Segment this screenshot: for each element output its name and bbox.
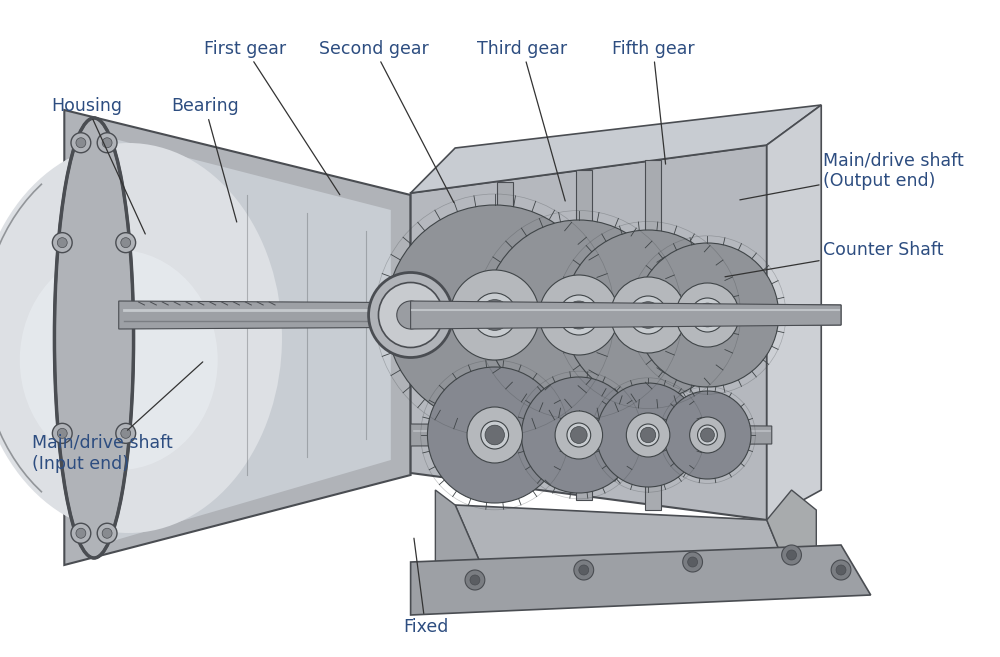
Ellipse shape [467, 407, 522, 463]
Polygon shape [435, 490, 480, 582]
Ellipse shape [54, 118, 134, 558]
Polygon shape [411, 545, 871, 615]
Ellipse shape [539, 275, 618, 355]
Circle shape [787, 550, 797, 560]
Circle shape [688, 557, 698, 567]
Polygon shape [411, 424, 772, 446]
Ellipse shape [559, 295, 599, 335]
Ellipse shape [479, 300, 510, 330]
Ellipse shape [386, 205, 604, 425]
Circle shape [470, 575, 480, 585]
Polygon shape [767, 490, 816, 580]
Polygon shape [645, 160, 661, 510]
Polygon shape [99, 135, 391, 545]
Ellipse shape [565, 301, 593, 329]
Ellipse shape [369, 273, 453, 357]
Polygon shape [576, 170, 592, 500]
Polygon shape [455, 505, 792, 580]
Circle shape [102, 138, 112, 148]
Ellipse shape [690, 417, 725, 453]
Text: First gear: First gear [204, 40, 340, 194]
Circle shape [52, 233, 72, 253]
Polygon shape [497, 182, 513, 490]
Text: Counter Shaft: Counter Shaft [725, 240, 944, 277]
Ellipse shape [450, 270, 539, 360]
Ellipse shape [629, 296, 667, 334]
Text: Fixed: Fixed [403, 538, 448, 635]
Text: Housing: Housing [51, 97, 145, 234]
Circle shape [116, 423, 136, 443]
Circle shape [121, 238, 131, 248]
Polygon shape [767, 105, 821, 520]
Ellipse shape [664, 391, 751, 479]
Ellipse shape [637, 424, 659, 446]
Circle shape [57, 428, 67, 438]
Ellipse shape [696, 303, 719, 327]
Ellipse shape [597, 383, 700, 487]
Polygon shape [411, 145, 767, 520]
Ellipse shape [564, 230, 732, 400]
Circle shape [836, 565, 846, 575]
Ellipse shape [555, 411, 603, 459]
Circle shape [465, 570, 485, 590]
Circle shape [831, 560, 851, 580]
Ellipse shape [571, 426, 587, 443]
Polygon shape [411, 105, 821, 193]
Polygon shape [64, 110, 411, 565]
Ellipse shape [378, 283, 443, 348]
Ellipse shape [473, 293, 516, 337]
Ellipse shape [0, 143, 282, 533]
Text: Main/drive shaft
(Output end): Main/drive shaft (Output end) [740, 151, 964, 200]
Circle shape [574, 560, 594, 580]
Ellipse shape [635, 302, 661, 328]
Ellipse shape [485, 425, 504, 445]
Ellipse shape [397, 301, 424, 329]
Polygon shape [119, 301, 841, 329]
Ellipse shape [485, 220, 673, 410]
Circle shape [102, 528, 112, 538]
Circle shape [52, 423, 72, 443]
Text: Second gear: Second gear [319, 40, 454, 202]
Ellipse shape [626, 413, 670, 457]
Circle shape [97, 133, 117, 152]
Ellipse shape [521, 377, 636, 493]
Ellipse shape [640, 427, 656, 443]
Circle shape [57, 238, 67, 248]
Ellipse shape [691, 298, 724, 332]
Circle shape [121, 428, 131, 438]
Ellipse shape [427, 367, 562, 503]
Ellipse shape [701, 428, 714, 442]
Ellipse shape [610, 277, 686, 353]
Circle shape [782, 545, 801, 565]
Circle shape [116, 233, 136, 253]
Ellipse shape [567, 423, 591, 447]
Text: Fifth gear: Fifth gear [612, 40, 694, 164]
Ellipse shape [20, 250, 218, 470]
Polygon shape [411, 301, 841, 329]
Text: Third gear: Third gear [477, 40, 567, 201]
Circle shape [71, 523, 91, 543]
Circle shape [683, 552, 703, 572]
Text: Bearing: Bearing [171, 97, 239, 222]
Ellipse shape [636, 243, 779, 387]
Text: Main/drive shaft
(Input end): Main/drive shaft (Input end) [32, 362, 203, 473]
Ellipse shape [698, 425, 717, 445]
Ellipse shape [676, 283, 739, 347]
Circle shape [71, 133, 91, 152]
Circle shape [579, 565, 589, 575]
Ellipse shape [481, 421, 509, 449]
Circle shape [76, 528, 86, 538]
Circle shape [76, 138, 86, 148]
Circle shape [97, 523, 117, 543]
